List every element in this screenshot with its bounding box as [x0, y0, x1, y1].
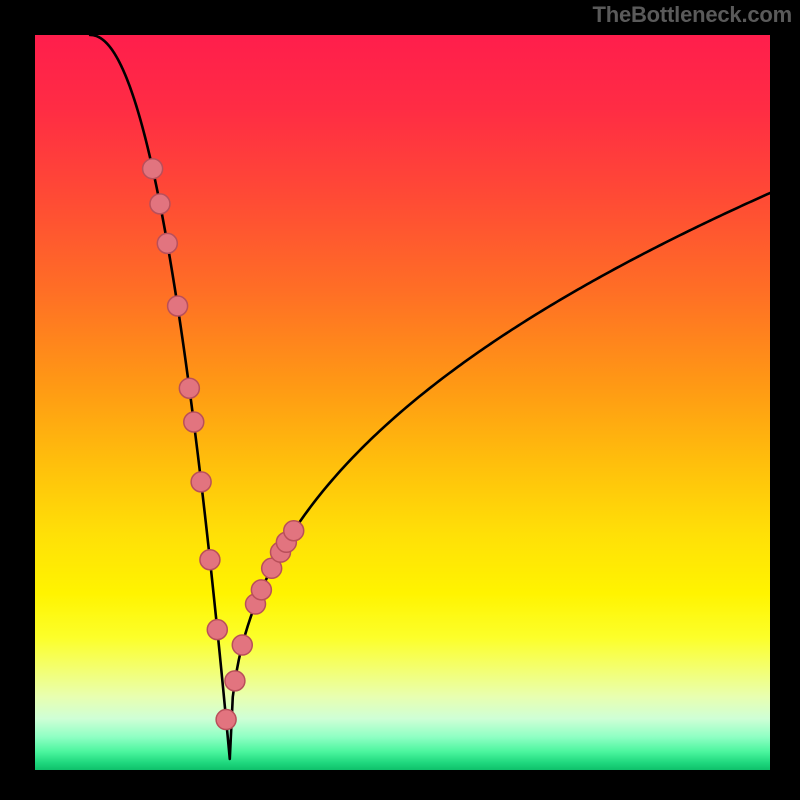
- data-marker: [207, 620, 227, 640]
- data-marker: [184, 412, 204, 432]
- data-marker: [150, 194, 170, 214]
- data-marker: [251, 580, 271, 600]
- data-marker: [232, 635, 252, 655]
- data-marker: [168, 296, 188, 316]
- watermark-text: TheBottleneck.com: [592, 2, 792, 28]
- data-marker: [143, 159, 163, 179]
- chart-svg: [0, 0, 800, 800]
- plot-background: [35, 35, 770, 770]
- data-marker: [191, 472, 211, 492]
- data-marker: [216, 710, 236, 730]
- data-marker: [157, 233, 177, 253]
- data-marker: [179, 378, 199, 398]
- data-marker: [200, 550, 220, 570]
- data-marker: [284, 521, 304, 541]
- chart-root: TheBottleneck.com: [0, 0, 800, 800]
- data-marker: [225, 671, 245, 691]
